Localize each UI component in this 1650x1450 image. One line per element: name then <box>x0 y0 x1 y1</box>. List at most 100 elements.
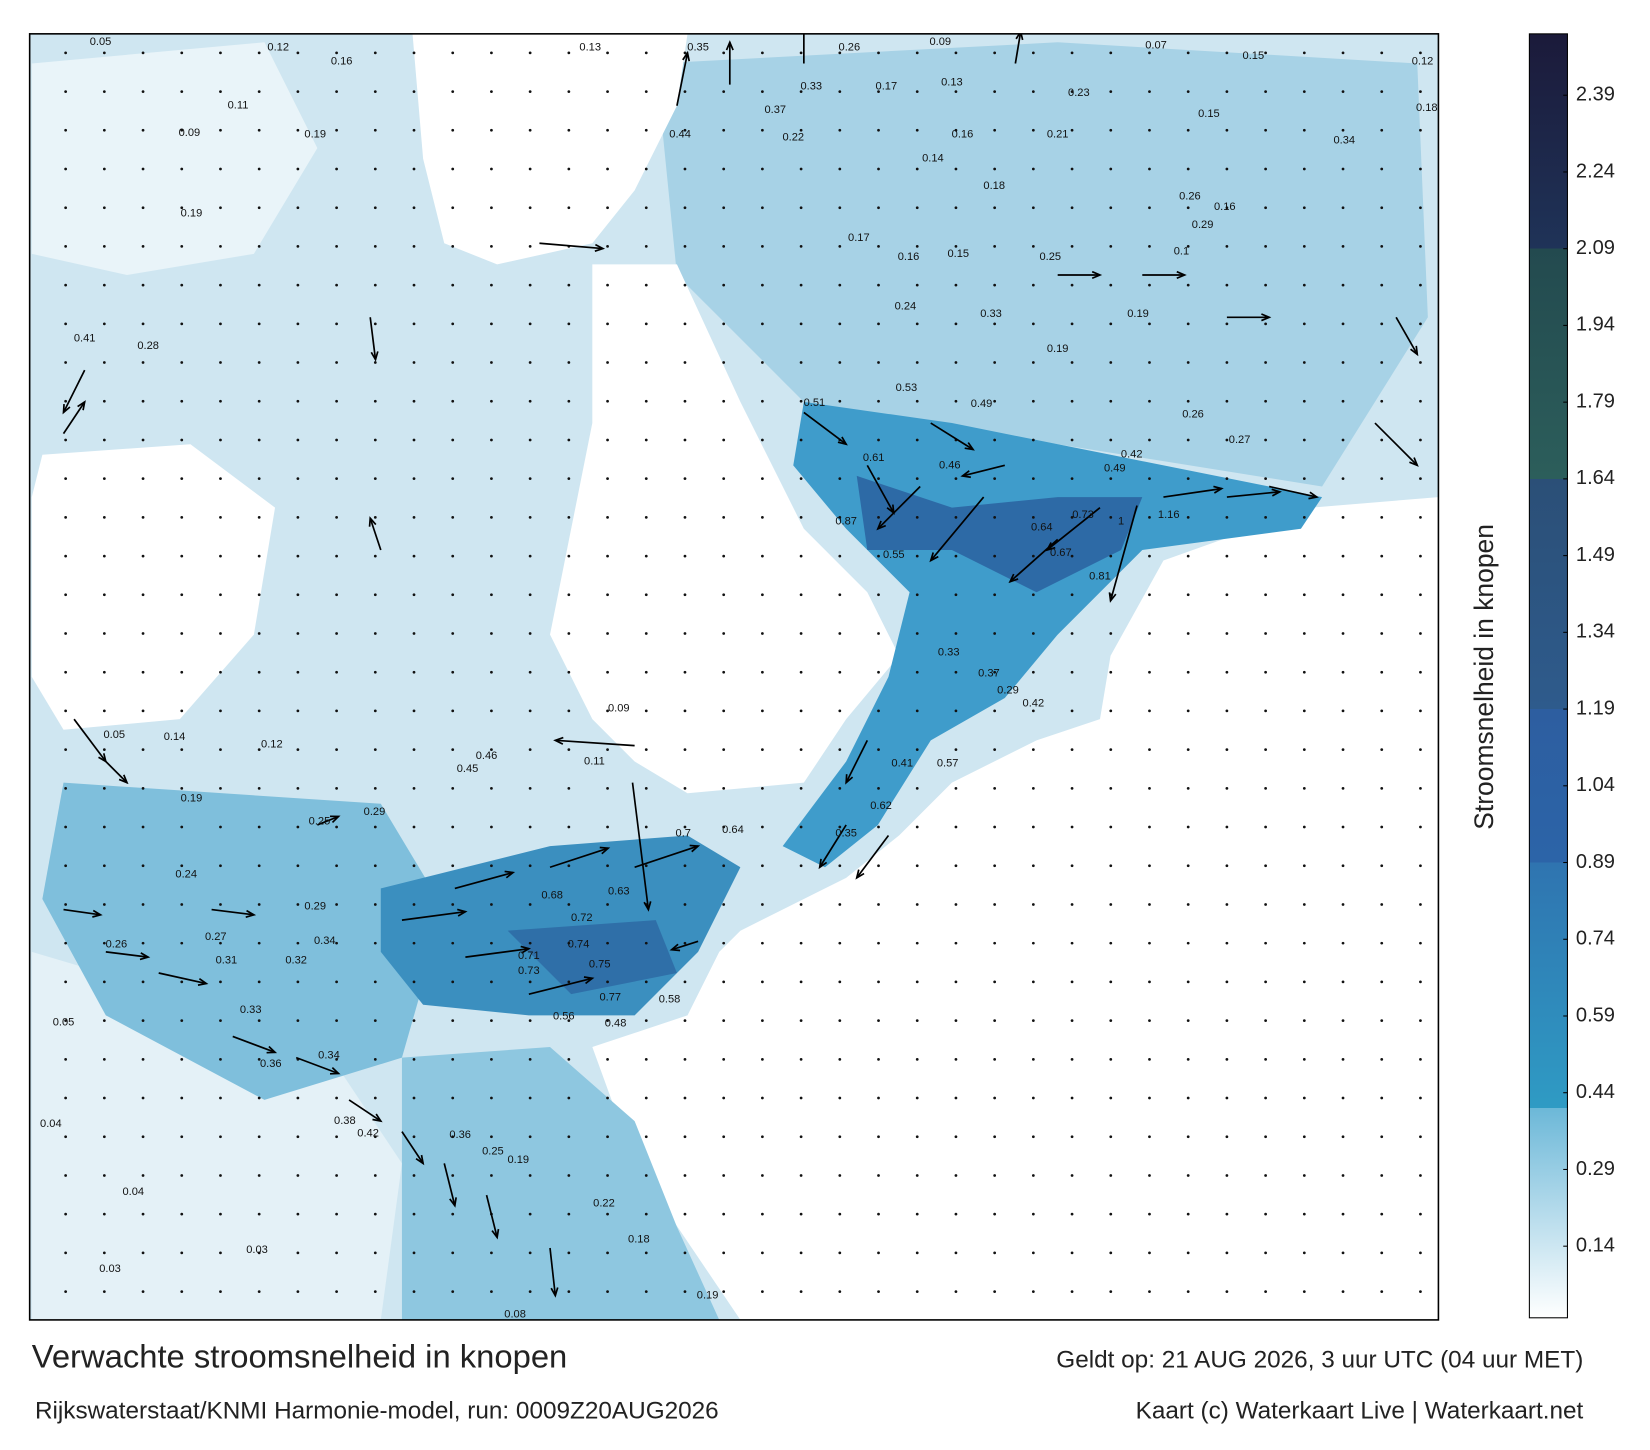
grid-dot <box>1264 593 1267 597</box>
grid-dot <box>683 1174 687 1177</box>
grid-dot <box>1380 283 1384 287</box>
grid-dot <box>1302 245 1306 248</box>
grid-dot <box>606 1174 609 1177</box>
speed-label: 0.67 <box>1050 547 1072 559</box>
grid-dot <box>1419 128 1422 132</box>
grid-dot <box>1419 941 1422 945</box>
grid-dot <box>993 903 997 906</box>
grid-dot <box>257 322 261 326</box>
speed-label: 0.46 <box>476 750 498 762</box>
grid-dot <box>373 632 377 635</box>
arrow <box>803 411 848 446</box>
grid-dot <box>490 1174 493 1177</box>
title: Verwachte stroomsnelheid in knopen <box>32 1338 568 1375</box>
grid-dot <box>373 1251 377 1255</box>
grid-dot <box>1419 864 1422 868</box>
grid-dot <box>373 516 377 519</box>
grid-dot <box>799 51 803 55</box>
arrow-head <box>553 736 564 745</box>
grid-dot <box>954 786 958 790</box>
grid-dot <box>102 90 106 93</box>
grid-dot <box>1109 51 1113 55</box>
grid-dot <box>838 1290 842 1293</box>
grid-dot <box>606 322 609 326</box>
arrow-head <box>1410 345 1419 357</box>
grid-dot <box>257 825 261 829</box>
grid-dot <box>102 941 106 945</box>
grid-dot <box>683 709 687 713</box>
grid-dot <box>1070 1251 1074 1255</box>
grid-dot <box>1070 128 1074 132</box>
grid-dot <box>257 438 261 442</box>
grid-dot <box>567 51 571 55</box>
grid-dot <box>1225 1096 1229 1100</box>
colorbar-tick-label: 0.59 <box>1576 1004 1615 1026</box>
speed-label: 0.42 <box>1023 697 1045 709</box>
grid-dot <box>761 1096 764 1100</box>
grid-dot <box>1109 361 1113 364</box>
grid-dot <box>64 1019 68 1022</box>
grid-dot <box>722 1290 726 1293</box>
grid-dot <box>1186 1212 1190 1216</box>
grid-dot <box>722 90 726 93</box>
grid-dot <box>528 864 532 868</box>
grid-dot <box>1341 245 1345 248</box>
grid-dot <box>102 1057 106 1061</box>
grid-dot <box>877 477 880 481</box>
grid-dot <box>1109 903 1113 906</box>
grid-dot <box>490 786 493 790</box>
arrow-head <box>139 952 151 961</box>
grid-dot <box>606 516 609 519</box>
grid-dot <box>606 477 609 481</box>
grid-dot <box>761 903 764 906</box>
grid-dot <box>799 477 803 481</box>
grid-dot <box>567 1251 571 1255</box>
arrow-shaft <box>930 422 974 451</box>
grid-dot <box>722 1212 726 1216</box>
grid-dot <box>683 322 687 326</box>
grid-dot <box>993 477 997 481</box>
arrow-head <box>583 976 595 985</box>
grid-dot <box>296 903 300 906</box>
sea <box>401 1047 720 1320</box>
grid-dot <box>838 1135 842 1139</box>
grid-dot <box>838 748 842 752</box>
grid-dot <box>838 903 842 906</box>
grid-dot <box>1109 786 1113 790</box>
grid-dot <box>1380 90 1384 93</box>
grid-dot <box>1148 167 1151 171</box>
speed-label: 0.73 <box>1072 509 1094 521</box>
grid-dot <box>838 1057 842 1061</box>
grid-dot <box>722 670 726 674</box>
grid-dot <box>915 1019 919 1022</box>
grid-dot <box>451 245 455 248</box>
arrow-head <box>845 774 854 785</box>
grid-dot <box>257 593 261 597</box>
grid-dot <box>1419 361 1422 364</box>
grid-dot <box>296 283 300 287</box>
arrow-shaft <box>443 1163 456 1206</box>
arrow-head <box>886 504 895 515</box>
speed-label: 0.04 <box>40 1118 62 1130</box>
grid-dot <box>877 399 880 403</box>
grid-dot <box>838 593 842 597</box>
grid-dot <box>1031 361 1035 364</box>
grid-dot <box>1148 128 1151 132</box>
grid-dot <box>296 128 300 132</box>
grid-dot <box>219 438 222 442</box>
grid-dot <box>335 438 338 442</box>
arrow <box>799 33 808 64</box>
speed-label: 0.29 <box>997 685 1019 697</box>
grid-dot <box>102 593 106 597</box>
grid-dot <box>644 399 648 403</box>
grid-dot <box>915 1290 919 1293</box>
grid-dot <box>644 748 648 752</box>
grid-dot <box>1380 206 1384 210</box>
grid-dot <box>141 322 145 326</box>
grid-dot <box>877 903 880 906</box>
speed-label: 0.74 <box>568 938 590 950</box>
grid-dot <box>1419 593 1422 597</box>
grid-dot <box>490 1057 493 1061</box>
arrow-head <box>449 1197 457 1208</box>
grid-dot <box>180 516 184 519</box>
